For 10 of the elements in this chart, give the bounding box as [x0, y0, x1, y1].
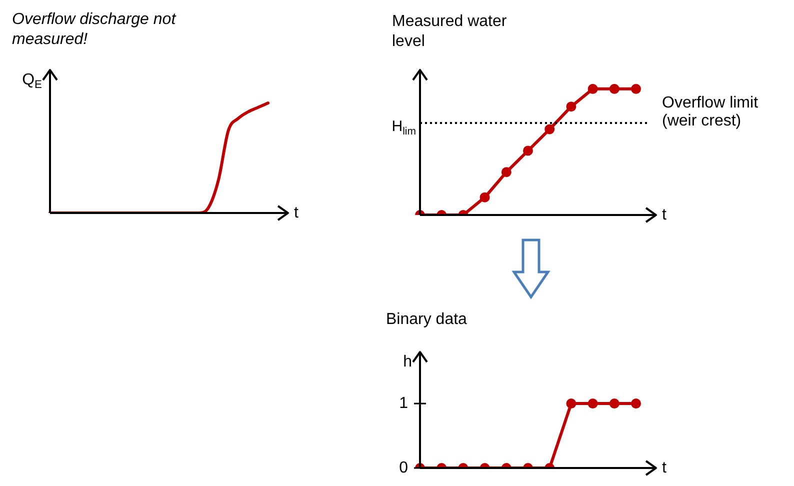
chart-title: Binary data [386, 310, 468, 330]
text: Overflow limit (weir crest) [662, 94, 759, 130]
chart-title: Measured water level [392, 12, 508, 52]
y-tick-label: 1 [399, 394, 408, 412]
x-axis-title: t [662, 459, 667, 476]
x-axis-title: t [294, 204, 299, 222]
y-axis-title: h [403, 353, 412, 370]
y-tick-label: 0 [399, 459, 408, 476]
chart-title: Overflow discharge not measured! [12, 10, 178, 50]
x-axis-title: t [662, 206, 667, 224]
